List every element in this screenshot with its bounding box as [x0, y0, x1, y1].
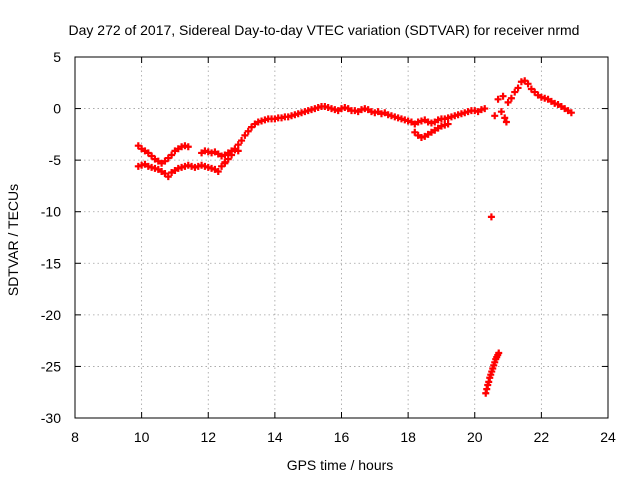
series-main-trend: [221, 103, 489, 167]
data-point: [221, 159, 229, 167]
data-point: [504, 98, 512, 106]
data-points: [134, 77, 575, 397]
x-tick-label: 10: [134, 429, 150, 445]
y-tick-label: -15: [41, 255, 61, 271]
data-point: [495, 349, 503, 357]
data-point: [514, 84, 522, 92]
data-point: [501, 114, 509, 122]
x-tick-label: 12: [200, 429, 216, 445]
data-point: [499, 92, 507, 100]
data-point: [567, 109, 575, 117]
x-tick-label: 8: [71, 429, 79, 445]
data-point: [491, 112, 499, 120]
plot-frame: [74, 56, 609, 419]
data-point: [487, 213, 495, 221]
series-early-lower: [134, 158, 229, 181]
data-point: [164, 173, 172, 181]
data-point: [224, 155, 232, 163]
y-tick-label: 5: [53, 49, 61, 65]
data-point: [444, 120, 452, 128]
data-point: [502, 118, 510, 126]
chart-title: Day 272 of 2017, Sidereal Day-to-day VTE…: [69, 22, 580, 38]
x-axis-title: GPS time / hours: [287, 457, 394, 473]
series-late-outlier-dropout: [482, 349, 503, 397]
x-tick-label: 16: [334, 429, 350, 445]
x-tick-label: 18: [400, 429, 416, 445]
y-tick-label: 0: [53, 101, 61, 117]
data-point: [244, 127, 252, 135]
data-point: [184, 143, 192, 151]
y-tick-label: -25: [41, 358, 61, 374]
data-point: [481, 105, 489, 113]
x-tick-label: 24: [600, 429, 616, 445]
series-late-recovery: [504, 77, 575, 117]
series-early-upper: [134, 142, 192, 167]
data-point: [228, 151, 236, 159]
x-tick-label: 22: [534, 429, 550, 445]
data-point: [214, 167, 222, 175]
data-point: [238, 137, 246, 145]
data-point: [231, 146, 239, 154]
data-point: [524, 80, 532, 88]
data-point: [511, 88, 519, 96]
x-tick-label: 14: [267, 429, 283, 445]
data-point: [241, 131, 249, 139]
y-tick-label: -10: [41, 204, 61, 220]
data-point: [168, 151, 176, 159]
x-tick-label: 20: [467, 429, 483, 445]
x-tick-labels: 8 10 12 14 16 18 20 22 24: [71, 429, 616, 445]
y-axis-title: SDTVAR / TECUs: [5, 184, 21, 296]
data-point: [497, 108, 505, 116]
y-tick-label: -5: [49, 152, 62, 168]
series-evening-dip: [411, 120, 452, 141]
y-tick-label: -20: [41, 307, 61, 323]
data-point: [234, 141, 242, 149]
y-tick-label: -30: [41, 410, 61, 426]
y-tick-labels: 5 0 -5 -10 -15 -20 -25 -30: [41, 49, 61, 426]
data-point: [494, 95, 502, 103]
data-point: [507, 94, 515, 102]
series-late-scatter: [487, 92, 510, 221]
